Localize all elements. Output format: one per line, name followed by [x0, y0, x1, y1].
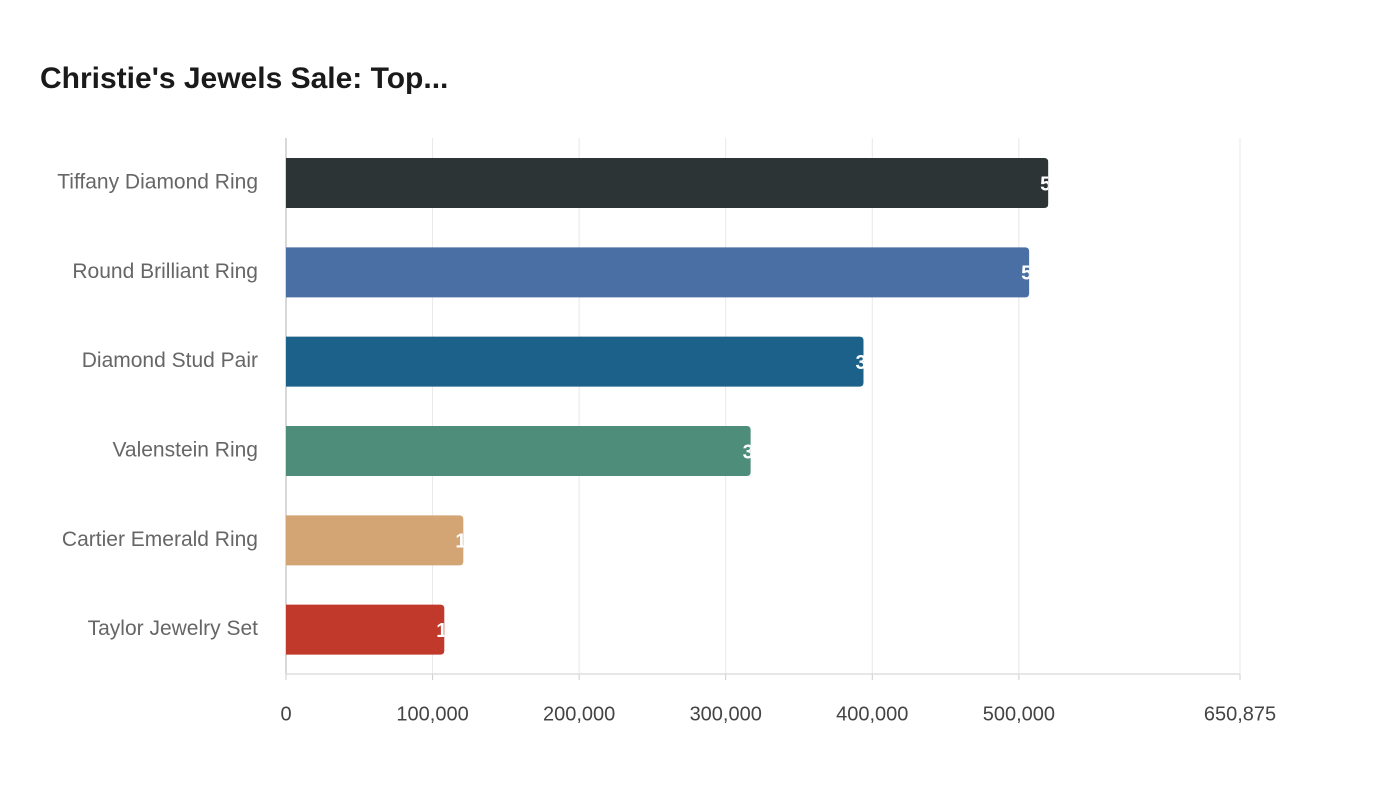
bar	[286, 247, 1030, 298]
y-tick-label: Round Brilliant Ring	[72, 260, 258, 283]
chart-title: Christie's Jewels Sale: Top...	[40, 62, 448, 95]
value-label: 108,000	[436, 620, 508, 642]
bar	[286, 426, 751, 476]
x-tick-label: 500,000	[983, 703, 1055, 725]
x-tick-label: 400,000	[836, 703, 908, 725]
value-label: 121,000	[455, 531, 527, 553]
y-tick-label: Valenstein Ring	[112, 439, 258, 462]
y-tick-label: Cartier Emerald Ring	[62, 528, 258, 551]
value-label: 317,000	[743, 441, 815, 463]
value-label: 394,000	[855, 352, 927, 374]
x-tick-label: 0	[280, 703, 291, 725]
y-tick-label: Tiffany Diamond Ring	[57, 171, 258, 194]
value-label: 520,000	[1040, 173, 1112, 195]
value-label: 507,000	[1021, 263, 1093, 285]
y-tick-label: Taylor Jewelry Set	[88, 617, 259, 640]
x-tick-label: 200,000	[543, 703, 615, 725]
x-tick-label: 650,875	[1204, 703, 1276, 725]
bar	[286, 336, 864, 387]
bar	[286, 158, 1049, 208]
x-tick-label: 300,000	[690, 703, 762, 725]
x-tick-label: 100,000	[396, 703, 468, 725]
bar	[286, 604, 445, 655]
bar	[286, 515, 464, 566]
y-tick-label: Diamond Stud Pair	[82, 349, 258, 372]
